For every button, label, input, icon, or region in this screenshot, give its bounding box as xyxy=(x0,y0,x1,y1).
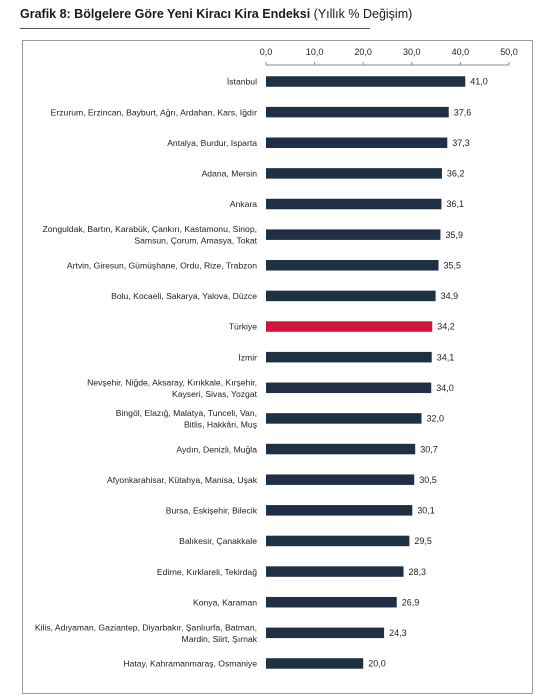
value-label: 30,7 xyxy=(420,444,438,454)
bar xyxy=(266,382,432,394)
bar xyxy=(266,505,413,516)
value-label: 34,0 xyxy=(436,383,454,393)
value-label: 41,0 xyxy=(470,77,488,87)
bar xyxy=(266,76,466,87)
category-label: Nevşehir, Niğde, Aksaray, Kırıkkale, Kır… xyxy=(87,377,257,399)
category-label: Afyonkarahisar, Kütahya, Manisa, Uşak xyxy=(107,475,258,485)
category-label: Edirne, Kırklareli, Tekirdağ xyxy=(157,567,257,577)
value-label: 35,9 xyxy=(445,230,463,240)
category-label: Balıkesir, Çanakkale xyxy=(179,536,257,546)
category-label: Erzurum, Erzincan, Bayburt, Ağrı, Ardaha… xyxy=(51,107,257,117)
value-label: 36,1 xyxy=(446,199,464,209)
value-label: 20,0 xyxy=(368,659,386,669)
category-label: Bursa, Eskişehir, Bilecik xyxy=(166,506,258,516)
bar xyxy=(266,137,448,149)
value-label: 34,9 xyxy=(441,291,459,301)
chart-title: Grafik 8: Bölgelere Göre Yeni Kiracı Kir… xyxy=(20,7,412,21)
bars-group: 41,0 İstanbul 37,6 Erzurum, Erzincan, Baybu… xyxy=(35,76,488,669)
category-label: Konya, Karaman xyxy=(193,597,257,607)
value-label: 24,3 xyxy=(389,628,407,638)
category-label: Zonguldak, Bartın, Karabük, Çankırı, Kas… xyxy=(43,224,258,246)
value-label: 29,5 xyxy=(414,536,432,546)
bar xyxy=(266,658,364,669)
title-underline xyxy=(20,28,370,29)
category-label: Adana, Mersin xyxy=(202,169,258,179)
category-label: İzmir xyxy=(238,352,257,362)
bar xyxy=(266,596,397,608)
bar xyxy=(266,627,385,639)
bar xyxy=(266,566,404,577)
bar xyxy=(266,290,436,302)
value-label: 37,6 xyxy=(454,107,472,117)
value-label: 35,5 xyxy=(444,260,462,270)
x-tick-label: 0,0 xyxy=(260,47,273,57)
x-axis-ticks: 0,0 10,0 20,0 30,0 40,0 50,0 xyxy=(260,47,518,65)
category-label: İstanbul xyxy=(227,77,257,87)
value-label: 37,3 xyxy=(452,138,470,148)
x-tick-label: 20,0 xyxy=(354,47,372,57)
x-tick-label: 40,0 xyxy=(452,47,470,57)
value-label: 32,0 xyxy=(427,414,445,424)
value-label: 30,1 xyxy=(417,506,435,516)
value-label: 28,3 xyxy=(409,567,427,577)
category-label: Kilis, Adıyaman, Gaziantep, Diyarbakır, … xyxy=(35,622,258,644)
category-label: Hatay, Kahramanmaraş, Osmaniye xyxy=(123,659,257,669)
category-label: Artvin, Giresun, Gümüşhane, Ordu, Rize, … xyxy=(67,260,257,270)
bar xyxy=(266,106,449,118)
value-label: 34,2 xyxy=(437,322,455,332)
chart-subtitle: (Yıllık % Değişim) xyxy=(313,7,413,21)
value-label: 34,1 xyxy=(437,352,455,362)
category-label: Aydın, Denizli, Muğla xyxy=(176,444,257,454)
bar xyxy=(266,168,442,179)
value-label: 30,5 xyxy=(419,475,437,485)
x-tick-label: 50,0 xyxy=(500,47,518,57)
category-label: Bolu, Kocaeli, Sakarya, Yalova, Düzce xyxy=(111,291,257,301)
bar xyxy=(266,474,415,485)
category-label: Ankara xyxy=(230,199,257,209)
bar-highlight xyxy=(266,321,433,332)
x-tick-label: 30,0 xyxy=(403,47,421,57)
bar xyxy=(266,351,432,363)
bar xyxy=(266,198,442,210)
chart-frame xyxy=(22,40,533,694)
category-label: Antalya, Burdur, Isparta xyxy=(167,138,257,148)
bar xyxy=(266,443,416,455)
value-label: 36,2 xyxy=(447,169,465,179)
value-label: 26,9 xyxy=(402,597,420,607)
bar xyxy=(266,535,410,547)
x-tick-label: 10,0 xyxy=(306,47,324,57)
bar xyxy=(266,229,441,240)
category-label: Bingöl, Elazığ, Malatya, Tunceli, Van, Bi… xyxy=(116,408,257,430)
chart-title-main: Grafik 8: Bölgelere Göre Yeni Kiracı Kir… xyxy=(20,7,311,21)
bar xyxy=(266,413,422,424)
bar xyxy=(266,260,439,271)
category-label: Türkiye xyxy=(229,322,257,332)
